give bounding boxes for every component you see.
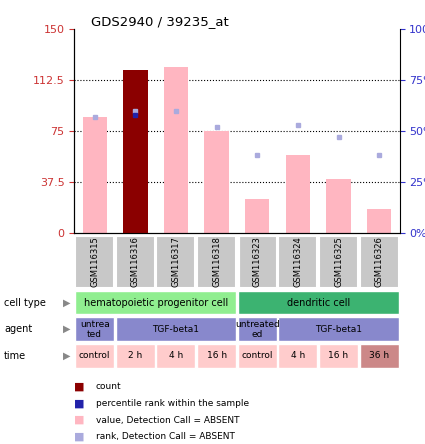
Text: rank, Detection Call = ABSENT: rank, Detection Call = ABSENT	[96, 432, 235, 441]
Text: 36 h: 36 h	[369, 351, 389, 361]
Text: ▶: ▶	[62, 297, 70, 308]
Text: 2 h: 2 h	[128, 351, 142, 361]
Bar	[238, 236, 277, 288]
Text: time: time	[4, 351, 26, 361]
Text: control: control	[79, 351, 110, 361]
Text: GSM116315: GSM116315	[90, 237, 99, 287]
Bar	[75, 236, 114, 288]
Text: ▶: ▶	[62, 351, 70, 361]
Bar	[238, 291, 399, 314]
Text: ■: ■	[74, 381, 85, 391]
Bar	[197, 344, 236, 368]
Text: value, Detection Call = ABSENT: value, Detection Call = ABSENT	[96, 416, 239, 424]
Text: untreated
ed: untreated ed	[235, 320, 280, 339]
Text: ■: ■	[74, 415, 85, 425]
Text: GSM116318: GSM116318	[212, 237, 221, 287]
Text: ▶: ▶	[62, 324, 70, 334]
Bar	[75, 291, 236, 314]
Text: GSM116316: GSM116316	[131, 237, 140, 287]
Bar	[123, 70, 147, 233]
Text: ■: ■	[74, 432, 85, 442]
Bar	[123, 70, 147, 233]
Bar	[75, 344, 114, 368]
Bar	[278, 236, 317, 288]
Text: agent: agent	[4, 324, 32, 334]
Text: GSM116324: GSM116324	[293, 237, 303, 287]
Text: count: count	[96, 382, 121, 391]
Text: TGF-beta1: TGF-beta1	[153, 325, 199, 334]
Text: dendritic cell: dendritic cell	[286, 297, 350, 308]
Bar	[156, 344, 196, 368]
Text: 4 h: 4 h	[291, 351, 305, 361]
Text: cell type: cell type	[4, 297, 46, 308]
Bar	[360, 236, 399, 288]
Text: ■: ■	[74, 398, 85, 408]
Text: control: control	[241, 351, 273, 361]
Bar	[116, 317, 236, 341]
Text: 16 h: 16 h	[207, 351, 227, 361]
Text: GSM116325: GSM116325	[334, 237, 343, 287]
Text: 16 h: 16 h	[329, 351, 348, 361]
Text: untrea
ted: untrea ted	[80, 320, 110, 339]
Bar	[116, 236, 155, 288]
Bar	[278, 344, 317, 368]
Bar	[367, 209, 391, 233]
Bar	[278, 317, 399, 341]
Bar	[82, 117, 107, 233]
Bar	[156, 236, 196, 288]
Bar	[360, 344, 399, 368]
Bar	[238, 317, 277, 341]
Bar	[164, 67, 188, 233]
Text: hematopoietic progenitor cell: hematopoietic progenitor cell	[84, 297, 228, 308]
Text: percentile rank within the sample: percentile rank within the sample	[96, 399, 249, 408]
Bar	[197, 236, 236, 288]
Bar	[319, 236, 358, 288]
Text: GDS2940 / 39235_at: GDS2940 / 39235_at	[91, 15, 228, 28]
Text: GSM116317: GSM116317	[171, 237, 181, 287]
Bar	[75, 317, 114, 341]
Bar	[238, 344, 277, 368]
Text: GSM116323: GSM116323	[253, 237, 262, 287]
Text: GSM116326: GSM116326	[375, 237, 384, 287]
Bar	[116, 344, 155, 368]
Text: TGF-beta1: TGF-beta1	[315, 325, 362, 334]
Bar	[319, 344, 358, 368]
Bar	[204, 131, 229, 233]
Bar	[326, 178, 351, 233]
Text: 4 h: 4 h	[169, 351, 183, 361]
Bar	[286, 155, 310, 233]
Bar	[245, 199, 269, 233]
